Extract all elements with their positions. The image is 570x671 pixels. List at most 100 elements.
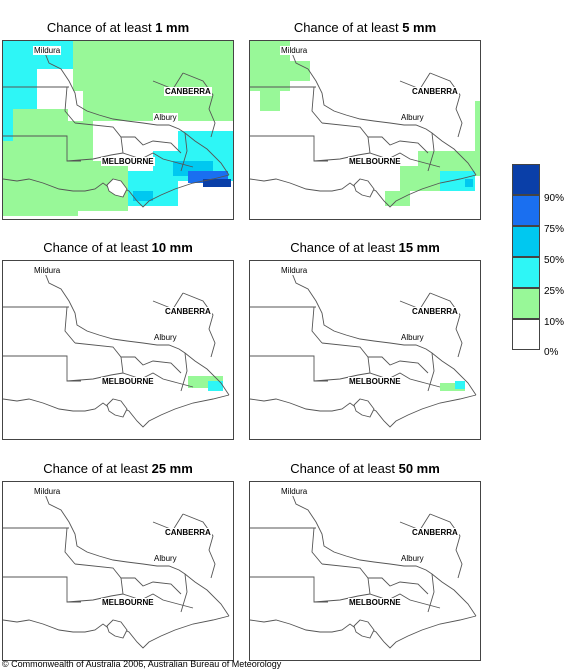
copyright-notice: © Commonwealth of Australia 2006, Austra… (2, 659, 282, 669)
place-label-mildura: Mildura (33, 266, 62, 275)
legend-swatch-25 (512, 257, 540, 288)
probability-cell (385, 191, 410, 206)
place-label-mildura: Mildura (280, 46, 309, 55)
boundary-line (64, 306, 76, 344)
place-label-canberra: CANBERRA (411, 87, 459, 96)
panel-title-amount: 10 mm (151, 240, 193, 255)
place-label-albury: Albury (400, 554, 425, 563)
map-15mm: Mildura CANBERRA Albury MELBOURNE (249, 260, 481, 440)
probability-cell (455, 381, 465, 389)
boundary-line (429, 513, 463, 579)
place-label-melbourne: MELBOURNE (101, 598, 155, 607)
panel-title-prefix: Chance of at least (293, 20, 403, 35)
boundary-line (285, 46, 477, 176)
boundary-line (182, 292, 216, 358)
probability-cell (208, 381, 223, 391)
legend-label-10: 10% (544, 317, 565, 328)
map-25mm: Mildura CANBERRA Albury MELBOURNE (2, 481, 234, 661)
place-label-albury: Albury (400, 333, 425, 342)
panel-title: Chance of at least 25 mm (2, 461, 234, 477)
legend-swatch-50 (512, 226, 540, 257)
probability-cell (270, 71, 300, 81)
port-phillip-bay (106, 398, 128, 418)
panel-title: Chance of at least 50 mm (249, 461, 481, 477)
boundary-line (38, 46, 230, 176)
probability-cell (465, 179, 473, 187)
legend-swatch-90 (512, 164, 540, 195)
panel-title-prefix: Chance of at least (43, 240, 152, 255)
boundary-line (182, 513, 216, 579)
map-5mm: Mildura CANBERRA Albury MELBOURNE (249, 40, 481, 220)
place-label-melbourne: MELBOURNE (348, 377, 402, 386)
boundary-line (311, 306, 323, 344)
place-label-melbourne: MELBOURNE (101, 377, 155, 386)
boundary-line (74, 122, 182, 154)
boundary-line (429, 292, 463, 358)
victoria-map (250, 266, 477, 428)
place-label-albury: Albury (400, 113, 425, 122)
panel-title-prefix: Chance of at least (43, 461, 152, 476)
panel-title-amount: 50 mm (398, 461, 440, 476)
boundary-line (427, 573, 435, 613)
place-label-melbourne: MELBOURNE (348, 598, 402, 607)
boundary-line (311, 86, 323, 124)
probability-cell (178, 131, 233, 151)
victoria-map (3, 41, 233, 216)
panel-title: Chance of at least 1 mm (2, 20, 234, 36)
map-1mm: Mildura CANBERRA Albury MELBOURNE (2, 40, 234, 220)
boundary-line (3, 355, 81, 382)
place-label-mildura: Mildura (33, 46, 62, 55)
boundary-line (250, 135, 328, 162)
probability-cell (440, 383, 465, 391)
place-label-mildura: Mildura (280, 487, 309, 496)
boundary-line (3, 135, 81, 162)
legend-label-75: 75% (544, 224, 565, 235)
port-phillip-bay (106, 178, 128, 198)
place-label-albury: Albury (153, 554, 178, 563)
probability-cell (15, 69, 37, 109)
panel-title-amount: 15 mm (398, 240, 440, 255)
victoria-map (250, 41, 480, 208)
boundary-line (74, 342, 182, 374)
boundary-line (3, 576, 81, 603)
panel-title-prefix: Chance of at least (290, 240, 399, 255)
boundary-line (321, 122, 429, 154)
map-50mm: Mildura CANBERRA Albury MELBOURNE (249, 481, 481, 661)
probability-cell (153, 51, 193, 81)
boundary-line (250, 355, 328, 382)
port-phillip-bay (353, 398, 375, 418)
boundary-line (321, 342, 429, 374)
probability-cell (203, 179, 231, 187)
boundary-line (311, 527, 323, 565)
place-label-canberra: CANBERRA (411, 528, 459, 537)
boundary-line (427, 132, 435, 172)
probability-cell (475, 101, 480, 151)
place-label-canberra: CANBERRA (164, 528, 212, 537)
panel-title-amount: 25 mm (151, 461, 193, 476)
boundary-line (64, 527, 76, 565)
place-label-albury: Albury (153, 333, 178, 342)
boundary-line (180, 573, 188, 613)
probability-cell (260, 91, 280, 111)
place-label-melbourne: MELBOURNE (348, 157, 402, 166)
place-label-canberra: CANBERRA (411, 307, 459, 316)
place-label-mildura: Mildura (33, 487, 62, 496)
place-label-mildura: Mildura (280, 266, 309, 275)
place-label-canberra: CANBERRA (164, 307, 212, 316)
legend-label-0: 0% (544, 347, 559, 358)
panel-title-prefix: Chance of at least (290, 461, 399, 476)
legend-label-90: 90% (544, 193, 565, 204)
boundary-line (285, 487, 477, 617)
boundary-line (180, 352, 188, 392)
panel-title-amount: 1 mm (155, 20, 190, 35)
place-label-melbourne: MELBOURNE (101, 157, 155, 166)
boundary-line (250, 576, 328, 603)
port-phillip-bay (353, 619, 375, 639)
map-10mm: Mildura CANBERRA Albury MELBOURNE (2, 260, 234, 440)
probability-cell (3, 41, 15, 111)
boundary-line (180, 132, 188, 172)
boundary-line (285, 266, 477, 396)
legend-swatch-10 (512, 288, 540, 319)
legend-swatch-75 (512, 195, 540, 226)
panel-title: Chance of at least 15 mm (249, 240, 481, 256)
